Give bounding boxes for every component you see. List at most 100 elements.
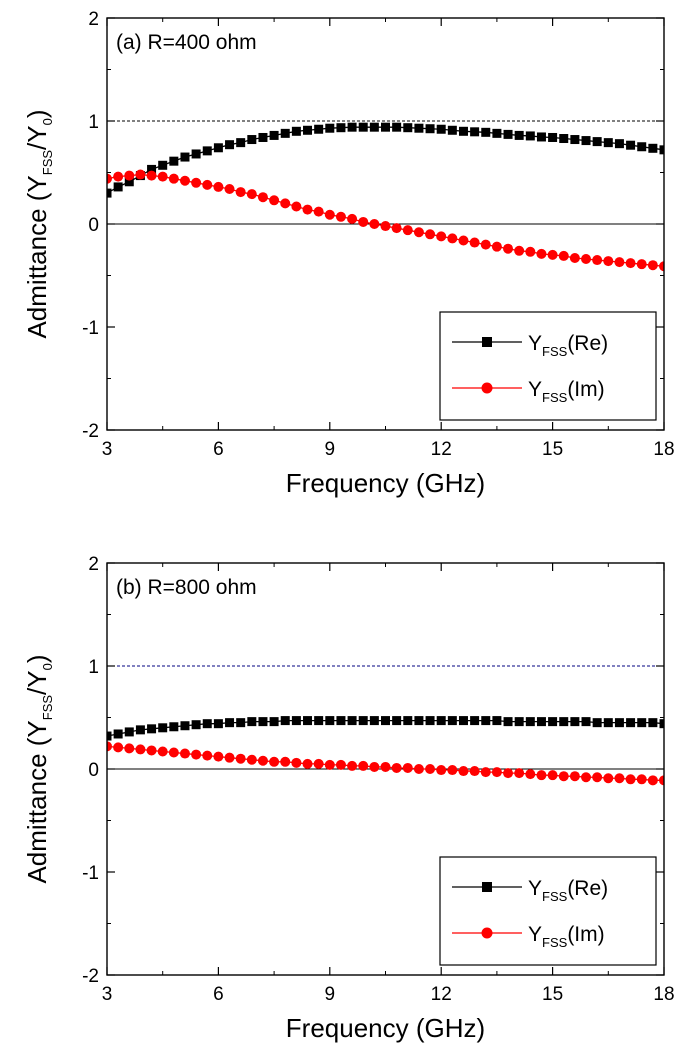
data-point-im [280,198,291,209]
data-point-re [581,717,591,727]
data-point-re [107,188,112,198]
data-point-im [107,741,112,752]
data-point-re [247,135,257,145]
data-point-re [291,126,301,136]
data-point-im [581,772,592,783]
data-point-re [626,718,636,728]
data-point-im [547,770,558,781]
data-point-re [280,716,290,726]
data-point-re [425,124,435,134]
data-point-re [425,716,435,726]
data-point-re [581,136,591,146]
data-point-im [659,775,664,786]
data-point-re [525,131,535,141]
data-point-im [636,774,647,785]
data-point-im [280,756,291,767]
data-point-re [570,135,580,145]
x-tick-label: 12 [431,439,452,460]
data-point-im [614,773,625,784]
data-point-im [491,241,502,252]
data-point-re [124,727,134,737]
data-point-im [224,183,235,194]
data-point-re [403,123,413,133]
data-point-im [413,227,424,238]
text-span: (Re) [567,877,608,900]
data-point-re [158,723,168,733]
data-point-im [358,216,369,227]
data-point-im [391,762,402,773]
data-point-im [547,249,558,260]
data-point-im [469,237,480,248]
data-point-re [481,127,491,137]
data-point-im [168,747,179,758]
data-point-im [146,170,157,181]
data-point-re [548,132,558,142]
data-point-im [536,248,547,259]
data-point-im [647,260,658,271]
data-point-im [335,759,346,770]
text-span: FSS [542,889,568,904]
data-point-re [536,717,546,727]
data-point-im [514,245,525,256]
legend: YFSS(Re)YFSS(Im) [439,311,657,421]
series-re [107,122,664,198]
data-point-im [313,758,324,769]
data-point-im [380,221,391,232]
x-tick-label: 18 [653,984,674,1005]
data-point-im [302,758,313,769]
data-point-re [347,716,357,726]
data-point-im [246,189,257,200]
text-span: (Im) [567,923,604,946]
data-point-re [470,127,480,137]
data-point-re [336,123,346,133]
text-span: (Re) [567,332,608,355]
y-tick-label: -1 [82,863,99,884]
y-tick-label: -2 [82,966,99,987]
data-point-re [336,716,346,726]
y-tick-label: 1 [88,657,99,678]
data-point-im [224,752,235,763]
data-point-im [235,187,246,198]
data-point-re [113,182,123,192]
y-tick-label: -1 [82,318,99,339]
series-im [107,741,664,786]
data-point-re [592,137,602,147]
data-point-im [135,169,146,180]
data-point-re [414,123,424,133]
data-point-im [107,173,112,184]
text-span: Y [528,332,542,355]
data-point-re [369,716,379,726]
data-point-re [225,718,235,728]
data-point-re [381,716,390,726]
data-point-im [257,192,268,203]
data-point-re [269,130,279,140]
data-point-re [180,721,190,731]
y-tick-label: 2 [88,9,99,30]
data-point-re [191,149,201,159]
data-point-re [325,716,335,726]
x-tick-label: 6 [213,439,224,460]
data-point-im [257,755,268,766]
x-tick-label: 18 [653,439,674,460]
data-point-re [303,716,313,726]
text-span: FSS [40,150,55,176]
data-point-re [358,716,368,726]
data-point-im [179,175,190,186]
data-point-im [558,771,569,782]
data-point-re [559,717,569,727]
data-point-im [113,171,124,182]
data-point-re [659,719,664,729]
text-span: Admittance (Y [22,720,52,883]
data-point-im [625,774,636,785]
data-point-re [614,139,624,149]
text-span: FSS [40,695,55,721]
data-point-re [392,716,402,726]
data-point-im [347,760,358,771]
data-point-im [291,201,302,212]
data-point-im [402,762,413,773]
data-point-im [168,173,179,184]
data-point-im [402,225,413,236]
panel-label: (a) R=400 ohm [116,31,257,54]
y-tick-label: 0 [88,215,99,236]
data-point-im [503,243,514,254]
